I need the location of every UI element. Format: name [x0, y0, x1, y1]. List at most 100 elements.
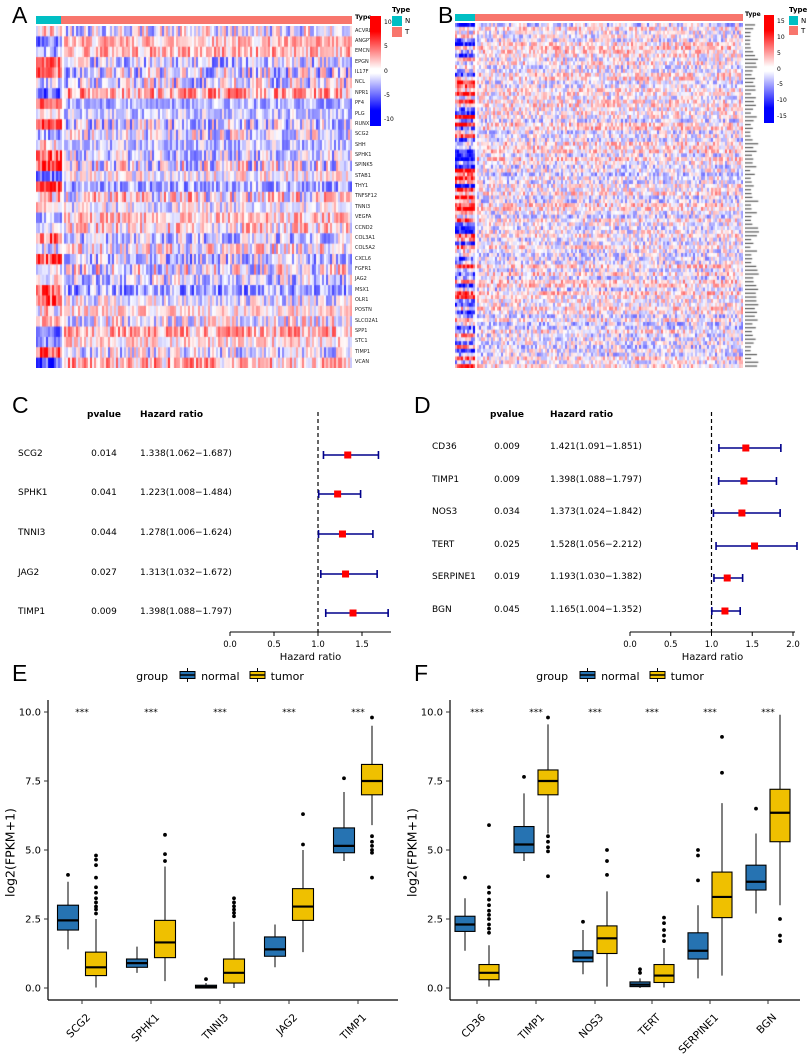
outlier-point	[94, 853, 98, 858]
type-legend-swatch-T	[392, 27, 402, 37]
colorbar-tick-10: 10	[777, 33, 785, 41]
x-tick-label: 0.0	[623, 640, 637, 650]
outlier-point	[605, 872, 609, 877]
row-label-CCND2: CCND2	[355, 224, 373, 231]
hr-point-CD36	[742, 444, 750, 452]
box-normal-TERT	[629, 967, 651, 988]
forest-hr-text-TERT: 1.528(1.056−2.212)	[550, 540, 642, 550]
outlier-point	[720, 734, 724, 739]
outlier-point	[301, 842, 305, 847]
heatmap-a-matrix	[36, 26, 352, 368]
box-tumor-CD36	[478, 823, 500, 987]
legend-label-tumor: tumor	[670, 670, 704, 683]
box-normal-SPHK1	[125, 946, 149, 973]
legend-label-normal: normal	[201, 670, 240, 683]
forest-pvalue-TIMP1: 0.009	[91, 607, 117, 617]
box-tumor-NOS3	[596, 848, 618, 987]
type-legend-swatch-N	[392, 16, 402, 26]
outlier-point	[487, 885, 491, 890]
outlier-point	[370, 834, 374, 839]
box-tumor-TNNI3	[222, 896, 246, 988]
outlier-point	[94, 885, 98, 890]
outlier-point	[581, 919, 585, 924]
x-category-label-TIMP1: TIMP1	[338, 1012, 370, 1044]
y-tick-label: 2.5	[427, 915, 443, 926]
iqr-box	[360, 763, 384, 796]
row-label-COL5A2: COL5A2	[355, 245, 375, 252]
x-axis-title: Hazard ratio	[682, 652, 744, 662]
x-tick-label: 1.0	[705, 640, 719, 650]
outlier-point	[487, 922, 491, 927]
type-legend-item-T: T	[392, 27, 410, 37]
hr-point-SPHK1	[334, 490, 342, 498]
outlier-point	[778, 939, 782, 943]
colorbar-tick--15: -15	[777, 113, 787, 121]
outlier-point	[163, 859, 167, 863]
x-category-label-SERPINE1: SERPINE1	[676, 1012, 721, 1057]
forest-pvalue-TNNI3: 0.044	[91, 528, 117, 538]
outlier-point	[487, 917, 491, 921]
row-label-TNNI3: TNNI3	[355, 203, 371, 210]
significance-SCG2: ***	[75, 708, 89, 718]
outlier-point	[163, 852, 167, 857]
forest-d-table: pvalue Hazard ratio CD36 0.009 1.421(1.091…	[410, 390, 642, 662]
iqr-box	[263, 936, 287, 957]
outlier-point	[487, 908, 491, 913]
heatmap-a-type-legend: Type N T	[392, 6, 410, 38]
colorbar-tick-0: 0	[384, 67, 388, 75]
iqr-box	[56, 904, 80, 931]
y-tick-label: 10.0	[421, 708, 443, 719]
heatmap-b-row-labels-illegible	[745, 23, 763, 368]
y-tick-label: 0.0	[427, 984, 443, 995]
boxplot-icon-normal	[179, 668, 196, 685]
type-legend-label-T: T	[405, 28, 410, 36]
outlier-point	[546, 834, 550, 839]
x-category-label-TIMP1: TIMP1	[516, 1012, 548, 1044]
forest-gene-SPHK1: SPHK1	[18, 488, 48, 498]
outlier-point	[754, 806, 758, 811]
hr-point-TERT	[751, 542, 759, 550]
boxplot-icon-tumor	[249, 668, 266, 685]
x-tick-label: 0.5	[664, 640, 678, 650]
row-label-THY1: THY1	[355, 183, 369, 190]
iqr-box	[332, 827, 356, 854]
heatmap-a-row-labels: ACVRL1 ANGPTL3 EMCN EPGN IL17F NCL NPR1 PF4 PLG R…	[355, 26, 378, 368]
significance-SERPINE1: ***	[703, 708, 717, 718]
outlier-point	[778, 933, 782, 938]
colorbar-tick-5: 5	[384, 43, 388, 51]
forest-pvalue-SERPINE1: 0.019	[494, 572, 520, 582]
hr-point-TIMP1	[349, 609, 357, 617]
box-normal-NOS3	[572, 919, 594, 975]
outlier-point	[301, 812, 305, 817]
type-legend-swatch-T	[789, 26, 798, 35]
outlier-point	[487, 912, 491, 917]
row-label-STC1: STC1	[355, 338, 368, 345]
hr-point-JAG2	[342, 570, 350, 578]
outlier-point	[370, 850, 374, 855]
x-tick-label: 1.0	[311, 640, 325, 650]
row-label-SCG2: SCG2	[355, 131, 369, 138]
box-normal-SCG2	[56, 872, 80, 950]
box-tumor-SCG2	[84, 853, 108, 988]
forest-gene-TIMP1: TIMP1	[432, 475, 460, 485]
y-tick-label: 2.5	[25, 915, 41, 926]
box-tumor-SERPINE1	[711, 734, 733, 976]
outlier-point	[662, 915, 666, 920]
iqr-box	[291, 888, 315, 921]
panel-d-letter: D	[414, 392, 431, 418]
outlier-point	[522, 774, 526, 779]
box-tumor-TIMP1	[360, 715, 384, 880]
panel-c-letter: C	[12, 392, 29, 418]
iqr-box	[572, 950, 594, 963]
significance-CD36: ***	[470, 708, 484, 718]
forest-gene-SCG2: SCG2	[18, 449, 43, 459]
type-legend-label-T: T	[801, 26, 806, 35]
type-legend-label-N: N	[801, 16, 807, 25]
outlier-point	[638, 970, 642, 975]
legend-item-tumor: tumor	[649, 668, 704, 685]
box-normal-BGN	[745, 806, 767, 914]
outlier-point	[94, 911, 98, 916]
significance-JAG2: ***	[282, 708, 296, 718]
x-category-label-SPHK1: SPHK1	[129, 1012, 162, 1045]
